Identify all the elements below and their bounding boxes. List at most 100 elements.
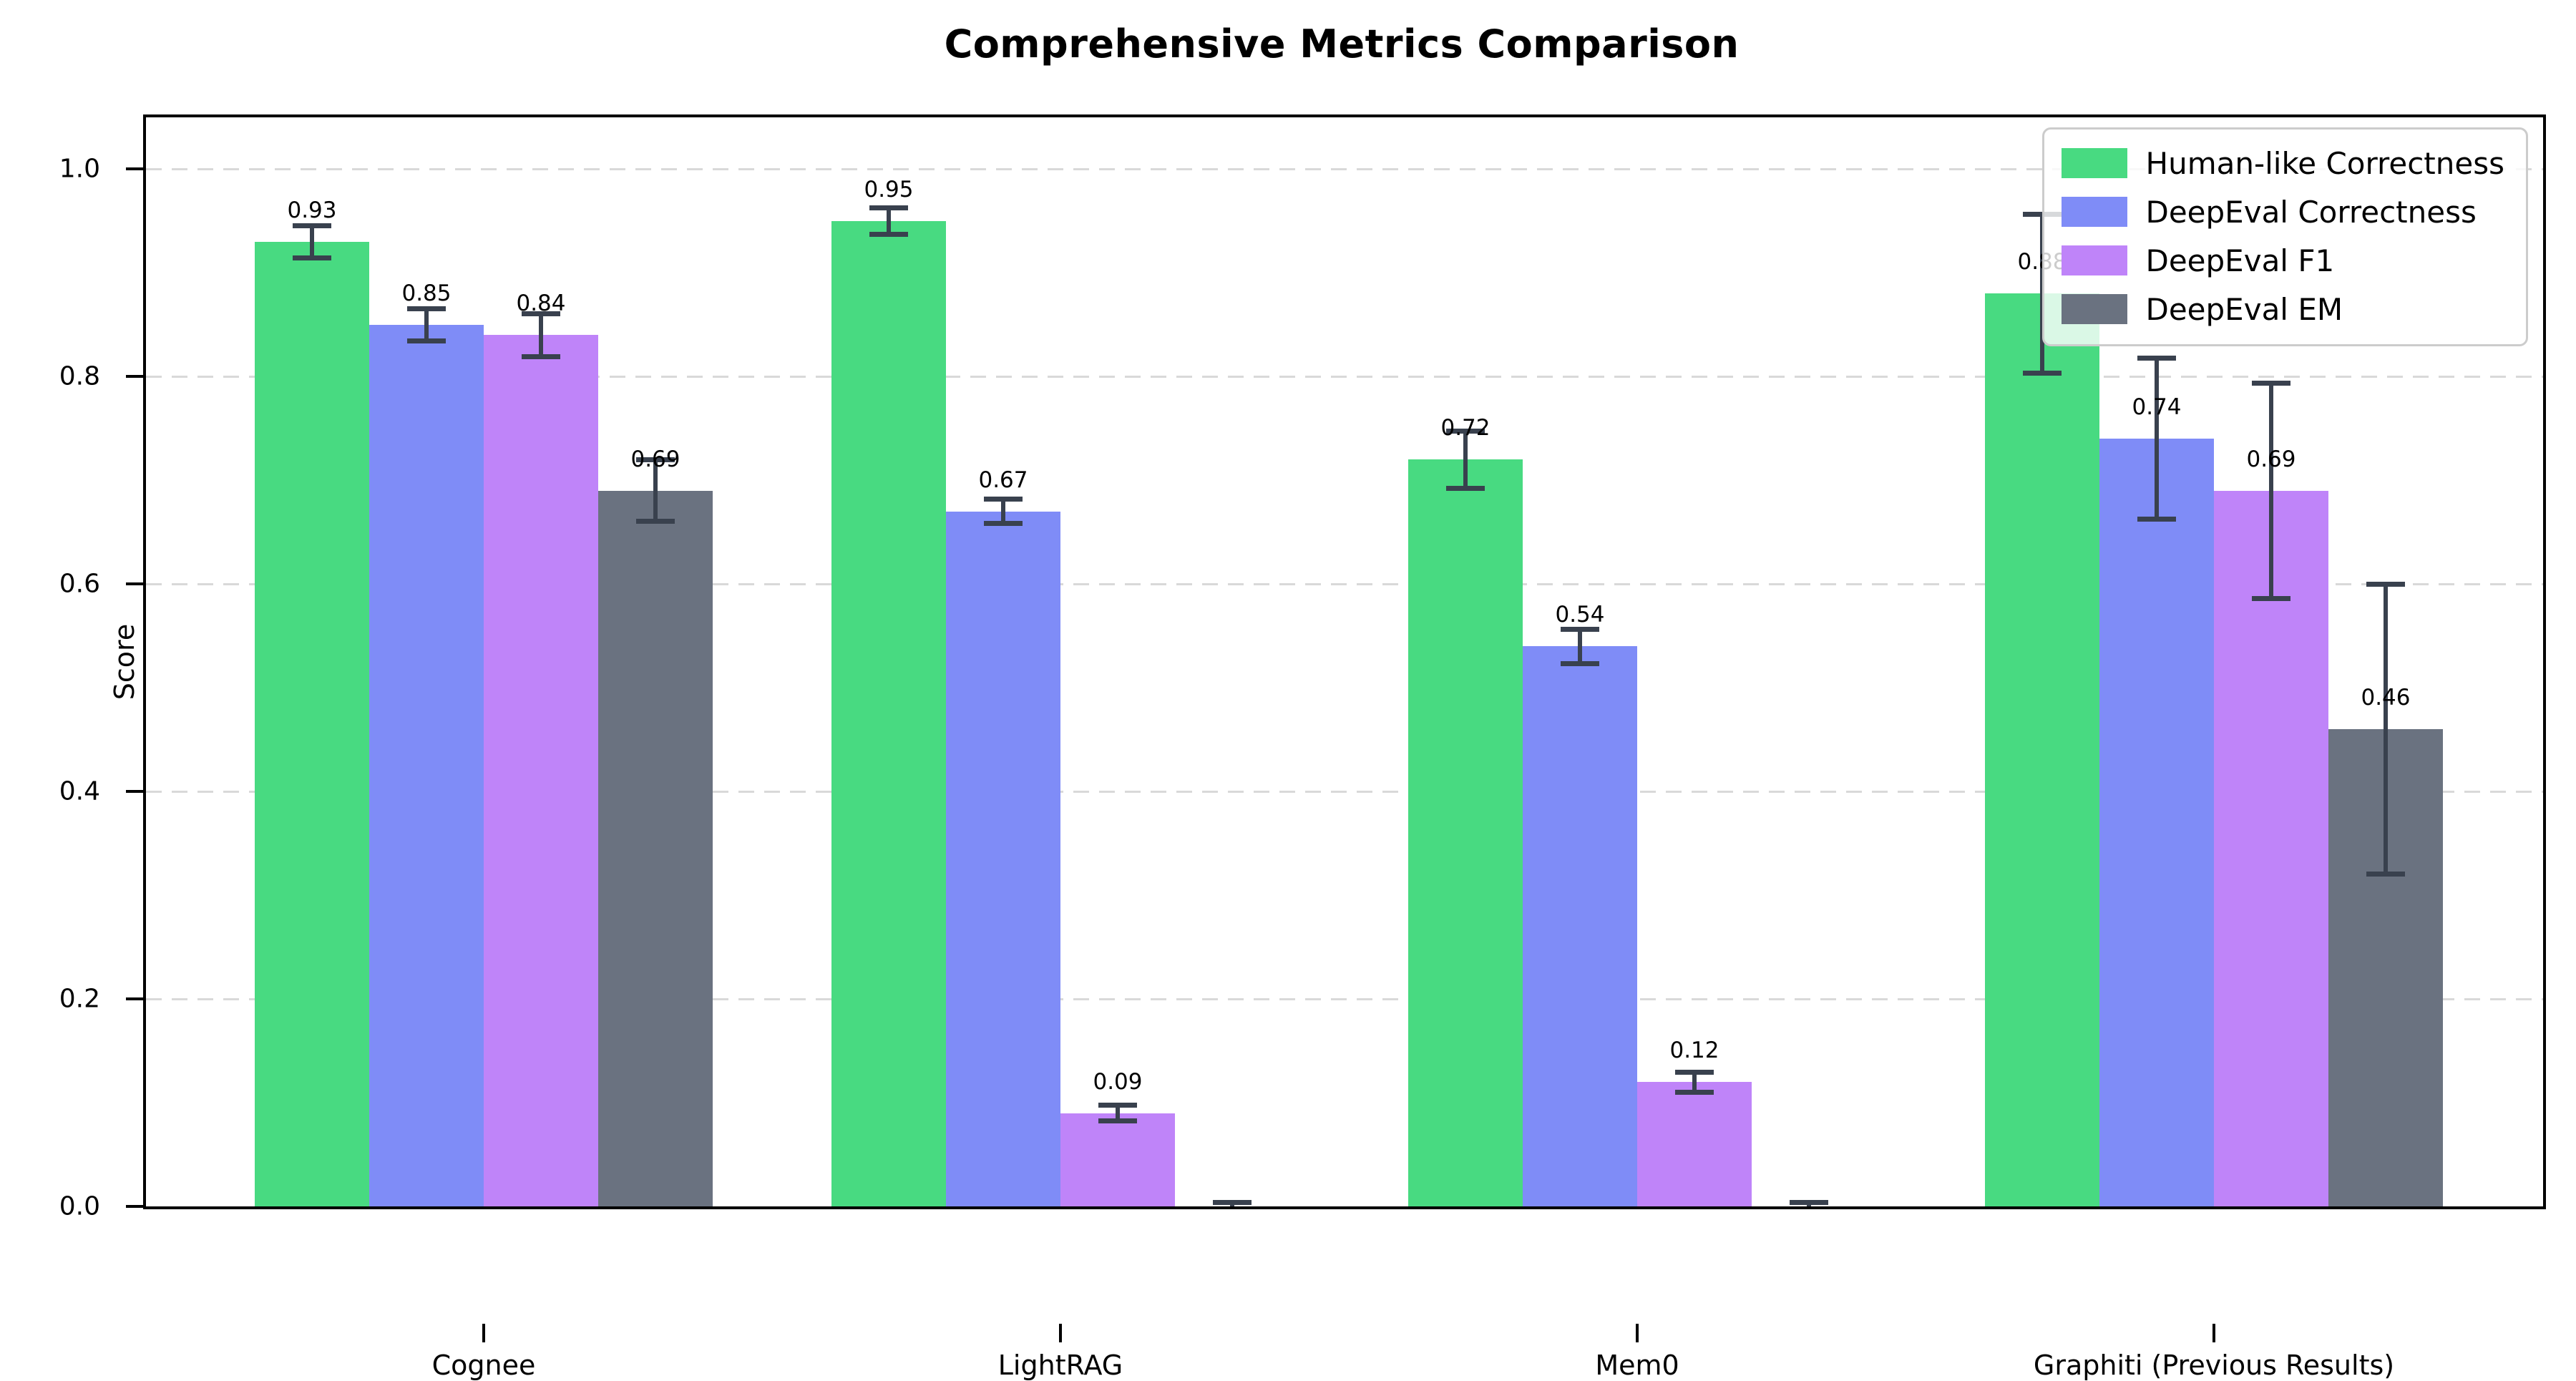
error-bar	[2384, 584, 2388, 875]
y-tick-label: 0.0	[59, 1191, 100, 1221]
error-bar-cap-top	[636, 457, 675, 463]
bar-value-label: 0.72	[1440, 415, 1491, 441]
bar	[369, 324, 484, 1206]
error-bar-cap-top	[984, 497, 1023, 502]
bar	[1408, 459, 1523, 1206]
error-bar-cap-bottom	[636, 519, 675, 524]
legend-swatch	[2061, 294, 2127, 324]
bar-value-label: 0.84	[516, 291, 566, 317]
bar	[1523, 646, 1637, 1206]
error-bar-cap-bottom	[2137, 517, 2176, 522]
bar-value-label: 0.85	[401, 280, 452, 306]
error-bar	[2155, 358, 2159, 520]
error-bar	[2269, 383, 2273, 599]
legend-item: Human-like Correctness	[2061, 142, 2505, 184]
bar-value-label: 0.95	[864, 176, 914, 202]
legend-label: DeepEval EM	[2145, 291, 2343, 327]
bar-value-label: 0.93	[287, 197, 337, 223]
legend-item: DeepEval EM	[2061, 288, 2505, 330]
bar	[1985, 293, 2099, 1206]
bar-value-label: 0.12	[1669, 1038, 1719, 1064]
bar	[2099, 439, 2214, 1206]
bar	[1637, 1082, 1752, 1206]
legend-label: DeepEval F1	[2145, 243, 2335, 278]
error-bar	[887, 208, 891, 235]
legend-item: DeepEval F1	[2061, 240, 2505, 281]
y-tick-label: 1.0	[59, 154, 100, 184]
grid-line	[146, 167, 2543, 170]
error-bar	[653, 459, 658, 522]
error-bar	[1116, 1104, 1120, 1122]
error-bar-cap-bottom	[1446, 485, 1485, 491]
bar	[484, 335, 598, 1206]
error-bar	[539, 313, 543, 357]
error-bar-cap-bottom	[407, 338, 446, 344]
x-tick-label: LightRAG	[997, 1350, 1123, 1381]
chart-title: Comprehensive Metrics Comparison	[944, 21, 1740, 67]
error-bar-cap-bottom	[869, 231, 908, 237]
legend: Human-like Correctness DeepEval Correctne…	[2041, 127, 2528, 346]
y-tick-mark	[126, 1205, 143, 1208]
error-bar-cap-bottom	[293, 255, 331, 261]
bar-value-label: 0.69	[2246, 446, 2296, 472]
error-bar-cap-top	[2366, 582, 2405, 587]
y-tick-mark	[126, 790, 143, 794]
error-bar-cap-bottom	[984, 521, 1023, 527]
bar	[831, 220, 946, 1206]
error-bar	[424, 308, 429, 342]
y-tick-label: 0.2	[59, 984, 100, 1014]
y-tick-mark	[126, 167, 143, 171]
error-bar	[1463, 430, 1468, 489]
error-bar-cap-bottom	[1561, 660, 1599, 666]
error-bar-cap-top	[1213, 1200, 1252, 1206]
error-bar-cap-bottom	[522, 353, 560, 359]
error-bar-cap-top	[2137, 356, 2176, 361]
bar	[255, 241, 369, 1206]
y-tick-label: 0.8	[59, 361, 100, 391]
error-bar-cap-bottom	[1098, 1118, 1137, 1124]
error-bar-cap-top	[293, 223, 331, 228]
error-bar	[1001, 499, 1005, 524]
x-tick-label: Mem0	[1595, 1350, 1679, 1381]
bar	[598, 490, 713, 1206]
error-bar	[310, 225, 314, 259]
y-tick-label: 0.6	[59, 569, 100, 599]
grid-line	[146, 997, 2543, 1000]
x-tick-mark	[1636, 1324, 1639, 1342]
x-tick-mark	[2212, 1324, 2215, 1342]
error-bar-cap-top	[2252, 381, 2290, 386]
bar-value-label: 0.69	[630, 446, 680, 472]
error-bar-cap-top	[522, 311, 560, 316]
grid-line	[146, 790, 2543, 793]
error-bar-cap-bottom	[2252, 595, 2290, 601]
bar-value-label: 0.09	[1093, 1068, 1143, 1095]
x-tick-label: Cognee	[431, 1350, 536, 1381]
bar	[2214, 490, 2328, 1206]
error-bar-cap-top	[407, 306, 446, 311]
figure: Comprehensive Metrics Comparison Score 0…	[59, 21, 2546, 1381]
error-bar	[1692, 1071, 1697, 1093]
legend-swatch	[2061, 148, 2127, 178]
error-bar-cap-top	[869, 205, 908, 211]
legend-label: Human-like Correctness	[2145, 145, 2505, 181]
legend-swatch	[2061, 197, 2127, 227]
error-bar	[1578, 628, 1582, 664]
error-bar-cap-bottom	[2023, 371, 2062, 376]
y-tick-mark	[126, 997, 143, 1001]
x-tick-mark	[1059, 1324, 1062, 1342]
bar	[946, 511, 1060, 1206]
error-bar-cap-bottom	[1675, 1089, 1714, 1095]
x-tick-label: Graphiti (Previous Results)	[2033, 1350, 2395, 1381]
error-bar-cap-top	[1446, 428, 1485, 434]
x-tick-mark	[482, 1324, 485, 1342]
error-bar-cap-top	[1790, 1200, 1828, 1206]
error-bar-cap-top	[1561, 626, 1599, 632]
y-tick-mark	[126, 582, 143, 586]
legend-swatch	[2061, 245, 2127, 275]
y-tick-mark	[126, 375, 143, 379]
bar	[1060, 1113, 1175, 1206]
bar-value-label: 0.67	[978, 467, 1028, 493]
error-bar-cap-top	[1675, 1069, 1714, 1075]
y-tick-label: 0.4	[59, 776, 100, 806]
grid-line	[146, 375, 2543, 378]
